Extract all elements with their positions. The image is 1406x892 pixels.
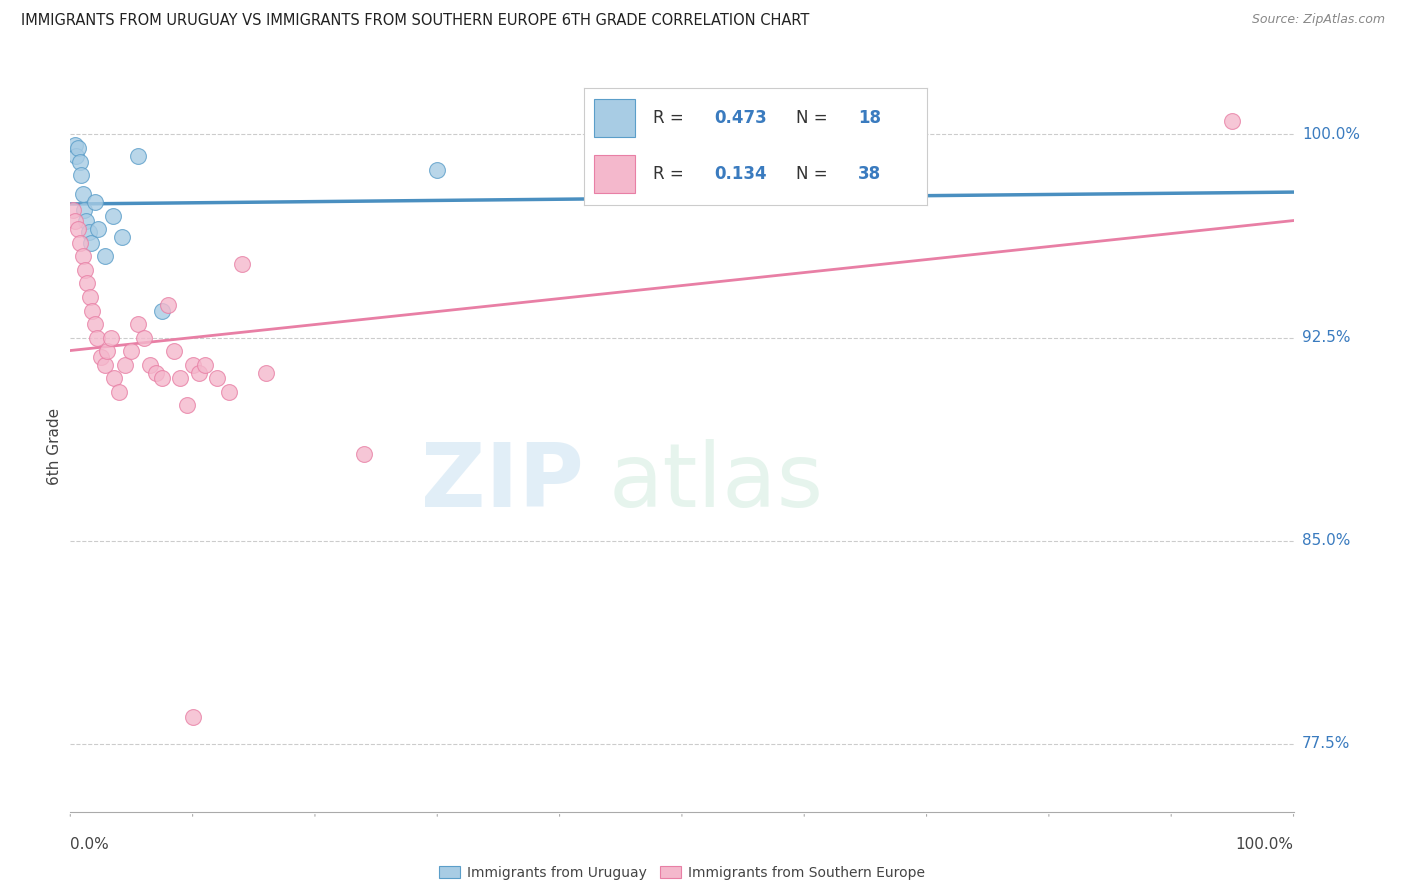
- Point: [127, 317, 149, 331]
- Legend: Immigrants from Uruguay, Immigrants from Southern Europe: Immigrants from Uruguay, Immigrants from…: [433, 860, 931, 885]
- Point: [72, 187, 94, 202]
- Point: [111, 230, 134, 244]
- Point: [73, 263, 96, 277]
- Text: 0.0%: 0.0%: [70, 837, 110, 852]
- Point: [139, 358, 162, 372]
- Point: [69, 235, 91, 250]
- Text: 100.0%: 100.0%: [1236, 837, 1294, 852]
- Point: [80, 235, 103, 250]
- Text: Source: ZipAtlas.com: Source: ZipAtlas.com: [1251, 13, 1385, 27]
- Point: [145, 366, 167, 380]
- Text: IMMIGRANTS FROM URUGUAY VS IMMIGRANTS FROM SOUTHERN EUROPE 6TH GRADE CORRELATION: IMMIGRANTS FROM URUGUAY VS IMMIGRANTS FR…: [21, 13, 810, 29]
- Point: [63, 214, 86, 228]
- Point: [194, 358, 217, 372]
- Point: [93, 358, 115, 372]
- Point: [114, 358, 136, 372]
- Point: [353, 447, 375, 461]
- Point: [187, 366, 209, 380]
- Point: [83, 317, 105, 331]
- Point: [127, 149, 149, 163]
- Point: [70, 168, 93, 182]
- Point: [72, 249, 94, 263]
- Point: [90, 350, 112, 364]
- Point: [103, 371, 125, 385]
- Text: 100.0%: 100.0%: [1302, 127, 1360, 142]
- Point: [66, 222, 89, 236]
- Point: [63, 138, 86, 153]
- Point: [87, 222, 110, 236]
- Point: [169, 371, 191, 385]
- Point: [66, 141, 89, 155]
- Point: [132, 331, 155, 345]
- Point: [82, 303, 104, 318]
- Point: [205, 371, 228, 385]
- Text: 85.0%: 85.0%: [1302, 533, 1350, 549]
- Point: [75, 214, 97, 228]
- Point: [65, 149, 87, 163]
- Point: [96, 344, 118, 359]
- Point: [150, 303, 173, 318]
- Point: [231, 258, 253, 272]
- Point: [1220, 114, 1243, 128]
- Point: [176, 398, 198, 412]
- Point: [218, 384, 240, 399]
- Point: [101, 209, 124, 223]
- Point: [77, 225, 100, 239]
- Point: [254, 366, 277, 380]
- Point: [100, 331, 122, 345]
- Point: [163, 344, 186, 359]
- Point: [73, 203, 96, 218]
- Text: atlas: atlas: [609, 439, 824, 526]
- Point: [86, 331, 108, 345]
- Point: [426, 162, 449, 177]
- Text: 77.5%: 77.5%: [1302, 737, 1350, 751]
- Point: [108, 384, 131, 399]
- Point: [79, 290, 101, 304]
- Y-axis label: 6th Grade: 6th Grade: [46, 408, 62, 484]
- Point: [181, 710, 204, 724]
- Point: [83, 195, 105, 210]
- Point: [157, 298, 180, 312]
- Point: [181, 358, 204, 372]
- Point: [62, 203, 84, 218]
- Point: [150, 371, 173, 385]
- Point: [121, 344, 143, 359]
- Point: [93, 249, 115, 263]
- Point: [69, 154, 91, 169]
- Text: 92.5%: 92.5%: [1302, 330, 1350, 345]
- Point: [76, 277, 98, 291]
- Text: ZIP: ZIP: [422, 439, 583, 526]
